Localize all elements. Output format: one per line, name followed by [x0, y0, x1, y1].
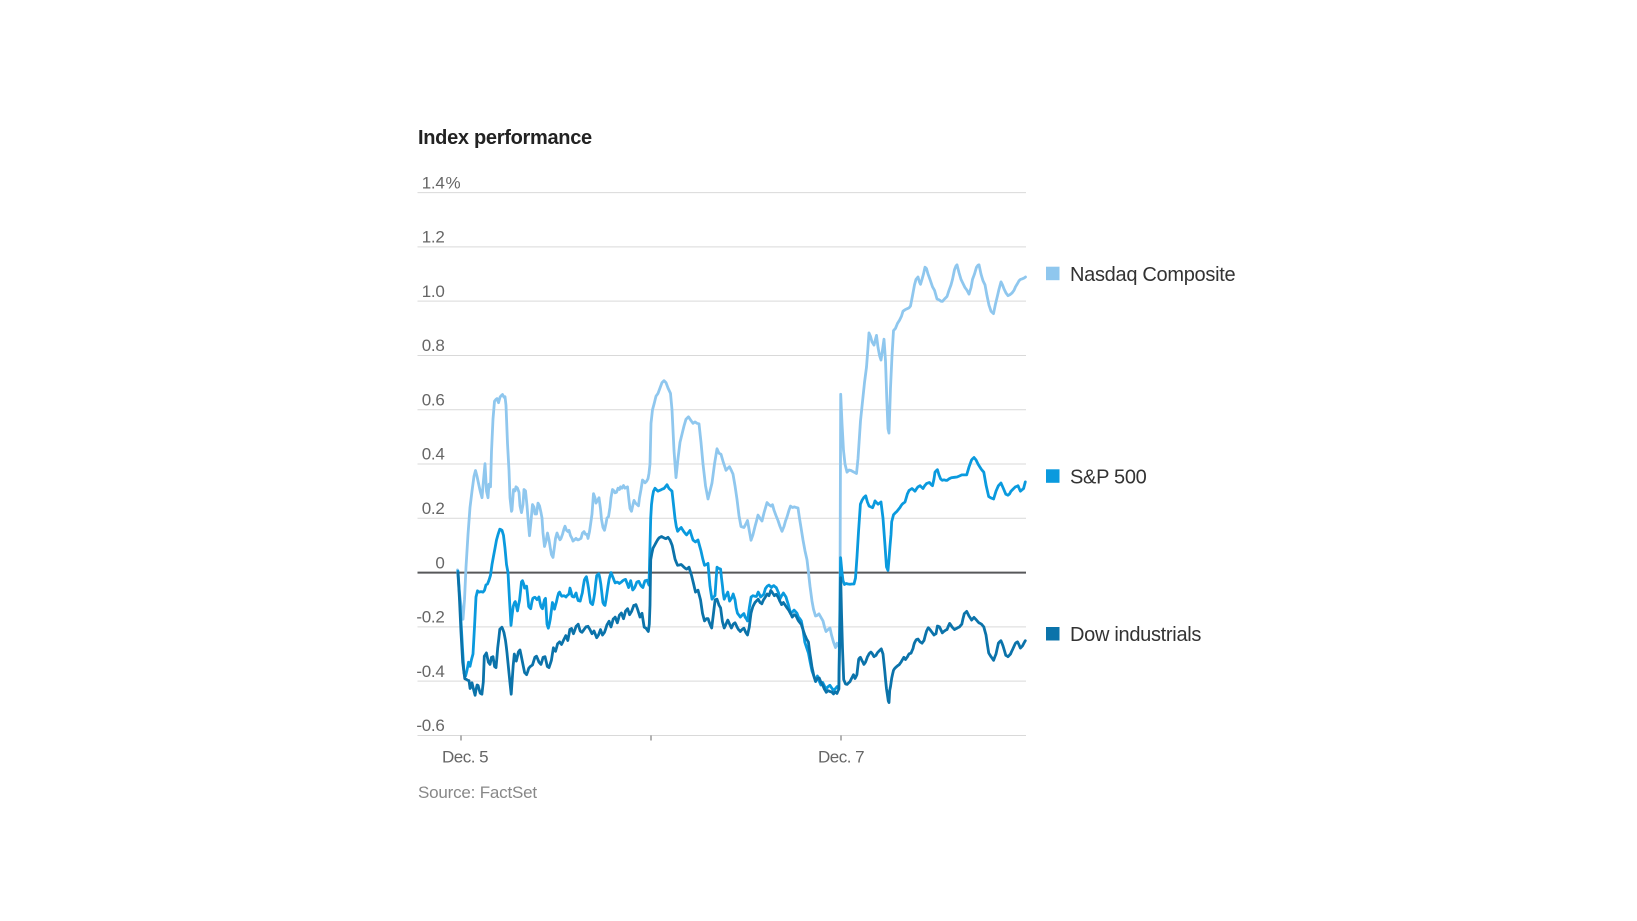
svg-text:1.4: 1.4	[422, 173, 445, 192]
svg-text:Dec. 7: Dec. 7	[818, 748, 864, 767]
svg-text:0.2: 0.2	[422, 499, 445, 518]
svg-text:0.6: 0.6	[422, 390, 445, 409]
svg-text:%: %	[446, 173, 461, 192]
svg-text:-0.4: -0.4	[416, 662, 444, 681]
svg-text:-0.6: -0.6	[416, 716, 444, 735]
svg-text:Nasdaq Composite: Nasdaq Composite	[1070, 264, 1235, 286]
svg-text:0.4: 0.4	[422, 445, 445, 464]
svg-text:1.2: 1.2	[422, 228, 445, 247]
svg-text:-0.2: -0.2	[416, 608, 444, 627]
svg-text:1.0: 1.0	[422, 282, 445, 301]
svg-text:Dow industrials: Dow industrials	[1070, 624, 1201, 646]
svg-text:0: 0	[435, 553, 444, 572]
svg-text:S&P 500: S&P 500	[1070, 466, 1147, 488]
svg-text:0.8: 0.8	[422, 336, 445, 355]
svg-text:Dec. 5: Dec. 5	[442, 748, 488, 767]
